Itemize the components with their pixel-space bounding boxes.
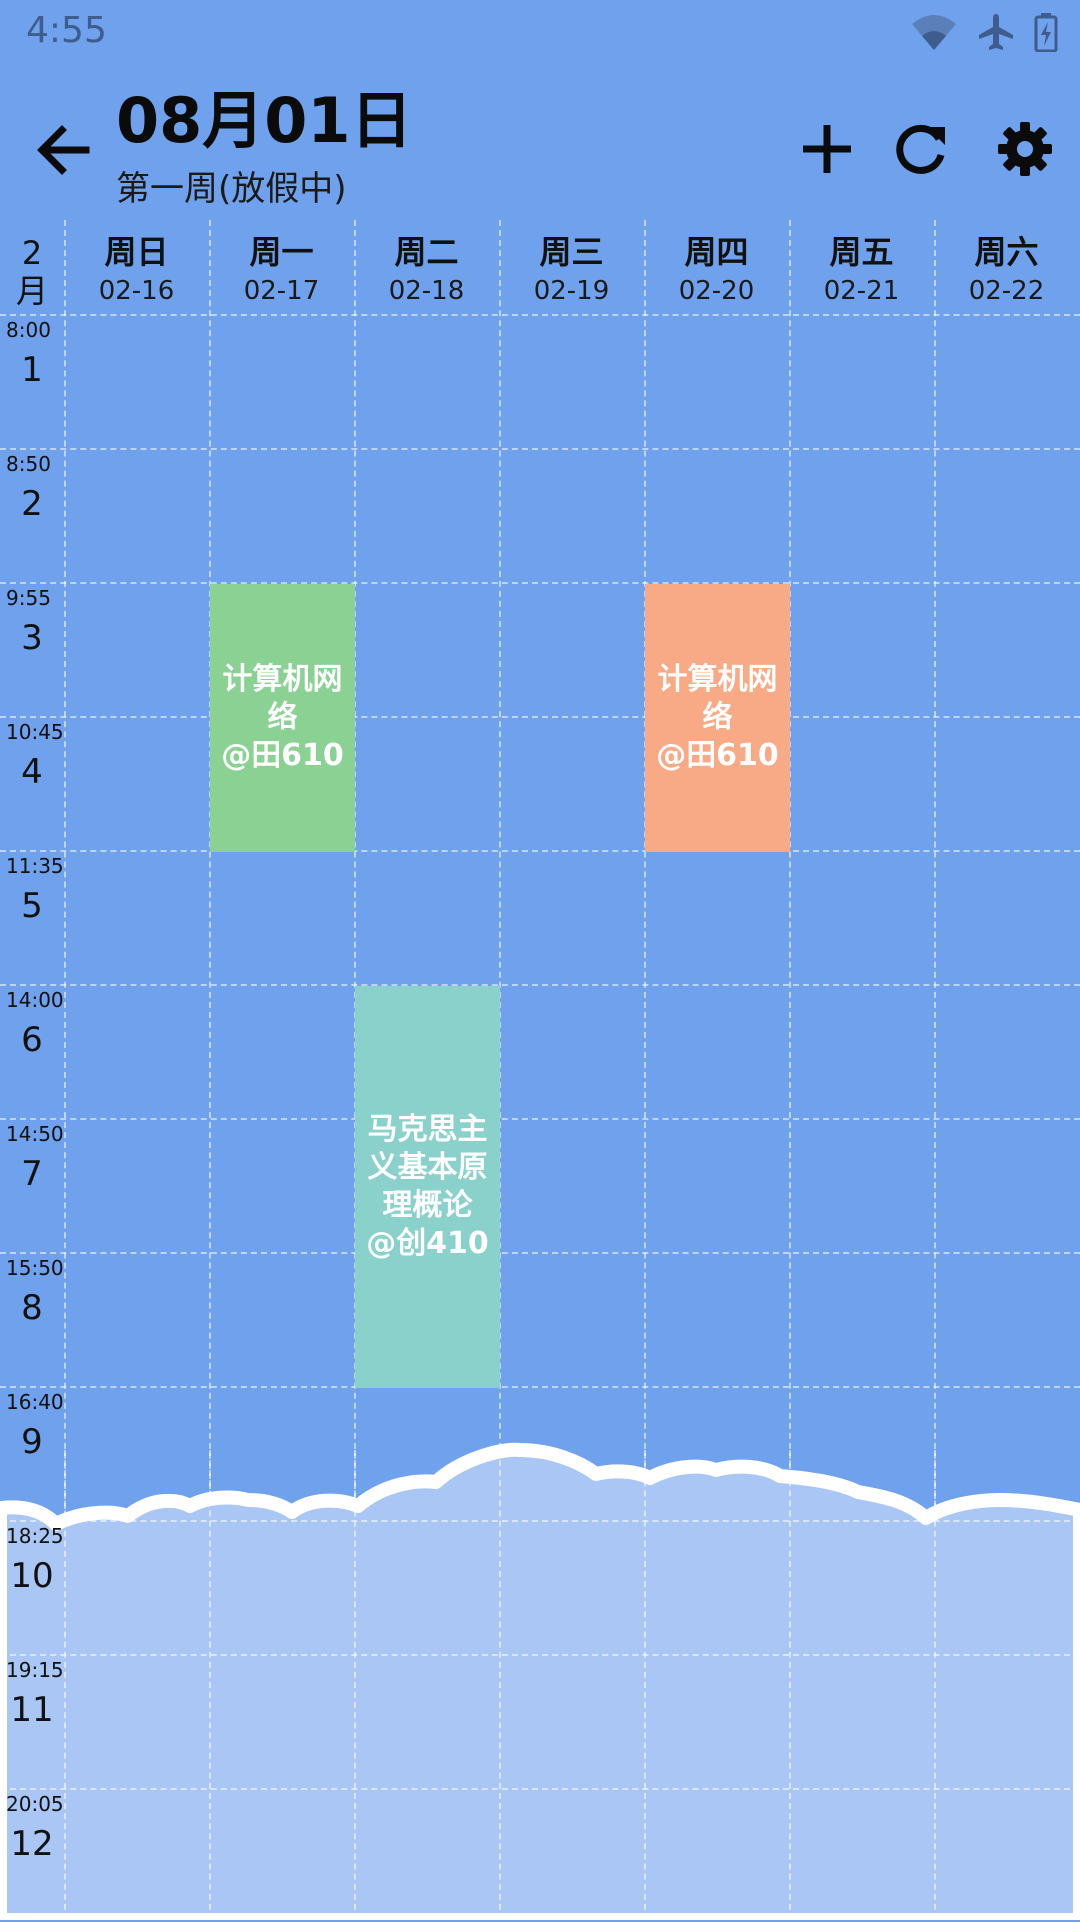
grid-line	[0, 314, 1080, 316]
grid-line	[0, 1654, 1080, 1656]
status-bar: 4:55	[0, 0, 1080, 64]
day-header-wed[interactable]: 周三 02-19	[499, 230, 644, 308]
day-date: 02-19	[533, 276, 610, 306]
course-text: 马克思主义基本原理概论 @创410	[366, 1112, 489, 1261]
grid-line	[644, 220, 646, 1920]
schedule-grid: 2 月 周日 02-16 周一 02-17 周二 02-18 周三 02-19 …	[0, 220, 1080, 1920]
grid-line	[0, 850, 1080, 852]
course-block[interactable]: 计算机网络 @田610	[645, 584, 790, 852]
grid-line	[499, 220, 501, 1920]
day-date: 02-16	[98, 276, 175, 306]
day-name: 周四	[684, 233, 749, 271]
day-date: 02-22	[968, 276, 1045, 306]
grid-line	[789, 220, 791, 1920]
header: 08月01日 第一周(放假中)	[0, 64, 1080, 220]
day-name: 周一	[249, 233, 314, 271]
day-header-sun[interactable]: 周日 02-16	[64, 230, 209, 308]
day-header-fri[interactable]: 周五 02-21	[789, 230, 934, 308]
add-button[interactable]	[786, 108, 868, 190]
grid-line	[0, 1118, 1080, 1120]
battery-icon	[1034, 13, 1058, 52]
grid-line	[0, 1520, 1080, 1522]
grid-line	[0, 1788, 1080, 1790]
day-date: 02-20	[678, 276, 755, 306]
refresh-icon	[896, 124, 945, 174]
status-icons	[910, 12, 1058, 52]
wifi-icon	[912, 15, 956, 50]
grid-line	[64, 220, 66, 1920]
settings-icon	[998, 122, 1052, 176]
day-header-mon[interactable]: 周一 02-17	[209, 230, 354, 308]
grid-line	[209, 220, 211, 1920]
refresh-button[interactable]	[880, 108, 962, 190]
grid-line	[0, 716, 1080, 718]
month-number: 2 月	[15, 234, 48, 310]
course-block[interactable]: 计算机网络 @田610	[210, 584, 355, 852]
day-name: 周六	[974, 233, 1039, 271]
settings-button[interactable]	[984, 108, 1066, 190]
grid-line	[0, 1252, 1080, 1254]
day-name: 周日	[104, 233, 169, 271]
grid-line	[0, 1386, 1080, 1388]
add-icon	[803, 125, 851, 173]
airplane-icon	[979, 14, 1013, 50]
page-title[interactable]: 08月01日	[116, 84, 413, 157]
grid-line	[0, 984, 1080, 986]
course-text: 计算机网络 @田610	[656, 662, 779, 773]
day-name: 周二	[394, 233, 459, 271]
day-date: 02-21	[823, 276, 900, 306]
grid-line	[0, 448, 1080, 450]
day-header-sat[interactable]: 周六 02-22	[934, 230, 1079, 308]
week-subtitle: 第一周(放假中)	[116, 169, 347, 209]
month-label: 2 月	[0, 234, 64, 310]
course-text: 计算机网络 @田610	[221, 662, 344, 773]
grid-line	[0, 582, 1080, 584]
day-header-tue[interactable]: 周二 02-18	[354, 230, 499, 308]
back-arrow-icon	[37, 125, 90, 175]
day-date: 02-17	[243, 276, 320, 306]
grid-line	[934, 220, 936, 1920]
day-header-thu[interactable]: 周四 02-20	[644, 230, 789, 308]
day-name: 周五	[829, 233, 894, 271]
course-block[interactable]: 马克思主义基本原理概论 @创410	[355, 986, 500, 1388]
back-button[interactable]	[28, 114, 100, 186]
day-name: 周三	[539, 233, 604, 271]
status-time: 4:55	[26, 10, 107, 51]
day-date: 02-18	[388, 276, 465, 306]
